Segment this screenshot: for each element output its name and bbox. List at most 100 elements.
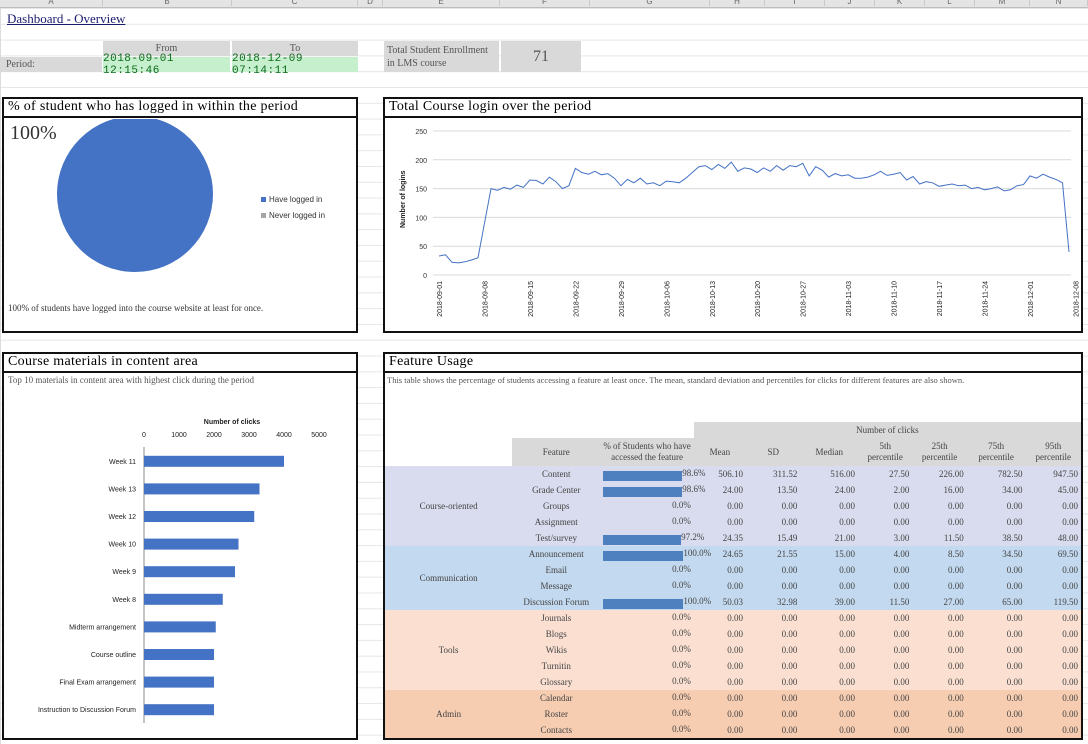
from-value[interactable]: 2018-09-01 12:15:46 bbox=[103, 53, 230, 77]
y-tick-label: 200 bbox=[415, 158, 427, 165]
column-header[interactable]: SD bbox=[746, 438, 801, 466]
value-cell: 0.00 bbox=[800, 626, 859, 642]
value-cell: 0.00 bbox=[693, 578, 747, 594]
column-header[interactable]: 75th percentile bbox=[966, 438, 1026, 466]
x-tick-label: 2018-10-13 bbox=[710, 281, 717, 317]
value-cell: 0.00 bbox=[800, 722, 859, 738]
bar bbox=[144, 455, 284, 467]
percent-cell: 100.0% bbox=[600, 594, 711, 610]
group-label: Tools bbox=[385, 610, 513, 690]
enrollment-label: Total Student Enrollment in LMS course bbox=[384, 41, 499, 72]
bar bbox=[144, 704, 214, 716]
column-header-l[interactable]: L bbox=[925, 0, 975, 6]
x-tick-label: 5000 bbox=[311, 432, 327, 439]
category-label: Final Exam arrangement bbox=[59, 680, 136, 687]
x-tick-label: 2018-09-22 bbox=[573, 281, 580, 317]
value-cell: 0.00 bbox=[858, 658, 913, 674]
column-header-g[interactable]: G bbox=[590, 0, 710, 6]
value-cell: 0.00 bbox=[912, 706, 967, 722]
value-cell: 4.00 bbox=[858, 546, 913, 562]
category-label: Midterm arrangement bbox=[69, 624, 136, 631]
value-cell: 0.00 bbox=[800, 578, 859, 594]
value-cell: 0.00 bbox=[746, 514, 801, 530]
percent-cell: 98.6% bbox=[600, 482, 705, 498]
x-tick-label: 2018-10-27 bbox=[801, 281, 808, 317]
value-cell: 0.00 bbox=[1025, 722, 1081, 738]
legend-have-logged-in: Have logged in bbox=[269, 195, 322, 204]
x-tick-label: 3000 bbox=[241, 432, 257, 439]
table-row: Tools Journals 0.0% 0.00 0.00 0.00 0.00 0.00 0.0… bbox=[385, 610, 1081, 690]
login-note: 100% of students have logged into the co… bbox=[8, 303, 264, 313]
column-header-f[interactable]: F bbox=[500, 0, 590, 6]
column-header-c[interactable]: C bbox=[232, 0, 358, 6]
enrollment-value: 71 bbox=[501, 41, 581, 72]
category-label: Week 12 bbox=[109, 514, 137, 521]
category-label: Week 9 bbox=[112, 569, 136, 576]
value-cell: 0.00 bbox=[693, 690, 747, 706]
percent-bar bbox=[603, 550, 684, 561]
column-header-k[interactable]: K bbox=[875, 0, 925, 6]
value-cell: 0.00 bbox=[800, 658, 859, 674]
column-header[interactable]: 95th percentile bbox=[1025, 438, 1081, 466]
value-cell: 24.65 bbox=[693, 546, 747, 562]
column-header[interactable]: 25th percentile bbox=[912, 438, 967, 466]
column-header-j[interactable]: J bbox=[825, 0, 875, 6]
value-cell: 119.50 bbox=[1025, 594, 1081, 610]
column-header[interactable]: 5th percentile bbox=[858, 438, 913, 466]
feature-name: Contacts bbox=[512, 722, 601, 738]
value-cell: 0.00 bbox=[693, 498, 747, 514]
y-tick-label: 50 bbox=[419, 244, 427, 251]
column-header-d[interactable]: D bbox=[358, 0, 383, 6]
value-cell: 0.00 bbox=[966, 498, 1026, 514]
value-cell: 0.00 bbox=[912, 658, 967, 674]
column-header-a[interactable]: A bbox=[0, 0, 103, 6]
value-cell: 0.00 bbox=[966, 706, 1026, 722]
feature-name: Turnitin bbox=[512, 658, 601, 674]
to-value[interactable]: 2018-12-09 07:14:11 bbox=[232, 53, 358, 77]
sheet-title[interactable]: Dashboard - Overview bbox=[7, 11, 126, 26]
value-cell: 50.03 bbox=[693, 594, 747, 610]
login-percentage-panel: % of student who has logged in within th… bbox=[2, 97, 358, 333]
value-cell: 0.00 bbox=[1025, 514, 1081, 530]
panel-divider bbox=[4, 116, 356, 118]
column-header-n[interactable]: N bbox=[1030, 0, 1088, 6]
column-header[interactable]: Feature bbox=[512, 438, 601, 466]
table-row: Course-oriented Content 98.6% 506.10 311.52 5… bbox=[385, 466, 1081, 546]
enrollment-label-line2: in LMS course bbox=[387, 57, 447, 69]
table-row: Contacts 0.0% 0.00 0.00 0.00 0.00 0.00 0.00 0.00 bbox=[385, 722, 1081, 738]
column-header-e[interactable]: E bbox=[383, 0, 500, 6]
percent-cell: 0.0% bbox=[600, 690, 694, 706]
value-cell: 0.00 bbox=[858, 642, 913, 658]
feature-usage-table: Number of clicks Feature% of Students who… bbox=[385, 422, 1081, 738]
column-header-m[interactable]: M bbox=[975, 0, 1030, 6]
value-cell: 0.00 bbox=[800, 642, 859, 658]
value-cell: 0.00 bbox=[858, 722, 913, 738]
value-cell: 0.00 bbox=[966, 610, 1026, 626]
table-row: Email 0.0% 0.00 0.00 0.00 0.00 0.00 0.00 0.00 bbox=[385, 562, 1081, 578]
feature-name: Grade Center bbox=[512, 482, 601, 498]
value-cell: 0.00 bbox=[1025, 642, 1081, 658]
column-header[interactable]: Mean bbox=[693, 438, 747, 466]
percent-cell: 0.0% bbox=[600, 514, 694, 530]
value-cell: 0.00 bbox=[746, 642, 801, 658]
column-header[interactable]: Median bbox=[800, 438, 859, 466]
value-cell: 226.00 bbox=[912, 466, 967, 482]
value-cell: 0.00 bbox=[746, 498, 801, 514]
bar bbox=[144, 566, 235, 578]
percent-bar bbox=[603, 534, 682, 545]
value-cell: 0.00 bbox=[746, 626, 801, 642]
column-header[interactable]: % of Students who have accessed the feat… bbox=[600, 438, 694, 466]
percent-cell: 0.0% bbox=[600, 722, 694, 738]
value-cell: 0.00 bbox=[693, 626, 747, 642]
value-cell: 0.00 bbox=[858, 514, 913, 530]
value-cell: 0.00 bbox=[858, 562, 913, 578]
y-tick-label: 100 bbox=[415, 215, 427, 222]
column-header-i[interactable]: I bbox=[765, 0, 825, 6]
x-tick-label: 2018-11-17 bbox=[937, 281, 944, 316]
x-tick-label: 2018-11-10 bbox=[892, 281, 899, 316]
value-cell: 0.00 bbox=[858, 498, 913, 514]
column-header-b[interactable]: B bbox=[103, 0, 232, 6]
column-header-h[interactable]: H bbox=[710, 0, 765, 6]
value-cell: 0.00 bbox=[858, 578, 913, 594]
table-row: Blogs 0.0% 0.00 0.00 0.00 0.00 0.00 0.00 0.00 bbox=[385, 626, 1081, 642]
